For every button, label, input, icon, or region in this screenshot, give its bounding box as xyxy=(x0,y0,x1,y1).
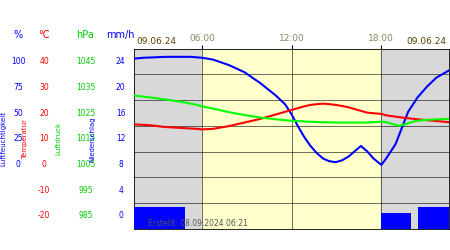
Text: 1035: 1035 xyxy=(76,83,95,92)
Bar xyxy=(382,49,449,229)
Text: 09.06.24: 09.06.24 xyxy=(136,37,176,46)
Text: 100: 100 xyxy=(11,57,25,66)
Text: hPa: hPa xyxy=(76,30,94,40)
Text: 25: 25 xyxy=(13,134,23,143)
Text: 16: 16 xyxy=(116,108,126,118)
Bar xyxy=(134,207,184,229)
Text: Temperatur: Temperatur xyxy=(22,119,28,159)
Text: 12: 12 xyxy=(116,134,126,143)
Text: 20: 20 xyxy=(116,83,126,92)
Text: 09.06.24: 09.06.24 xyxy=(407,37,447,46)
Text: 985: 985 xyxy=(78,212,93,220)
Text: 50: 50 xyxy=(13,108,23,118)
Text: 8: 8 xyxy=(118,160,123,169)
Text: mm/h: mm/h xyxy=(106,30,135,40)
Text: %: % xyxy=(14,30,22,40)
Text: Niederschlag: Niederschlag xyxy=(89,116,95,162)
Text: 0: 0 xyxy=(118,212,123,220)
Text: 1015: 1015 xyxy=(76,134,95,143)
Bar xyxy=(382,214,411,229)
Text: Luftfeuchtigkeit: Luftfeuchtigkeit xyxy=(0,111,7,166)
Text: 4: 4 xyxy=(118,186,123,195)
Text: 1025: 1025 xyxy=(76,108,95,118)
Text: 75: 75 xyxy=(13,83,23,92)
Text: 0: 0 xyxy=(16,160,20,169)
Bar xyxy=(202,49,382,229)
Text: °C: °C xyxy=(38,30,50,40)
Text: 40: 40 xyxy=(39,57,49,66)
Bar xyxy=(418,207,449,229)
Text: -10: -10 xyxy=(38,186,50,195)
Text: 24: 24 xyxy=(116,57,126,66)
Text: -20: -20 xyxy=(38,212,50,220)
Text: 10: 10 xyxy=(39,134,49,143)
Text: 30: 30 xyxy=(39,83,49,92)
Text: 20: 20 xyxy=(39,108,49,118)
Text: 0: 0 xyxy=(42,160,46,169)
Text: Luftdruck: Luftdruck xyxy=(55,122,62,155)
Text: 1005: 1005 xyxy=(76,160,95,169)
Text: 1045: 1045 xyxy=(76,57,95,66)
Text: Erstellt: 08.09.2024 06:21: Erstellt: 08.09.2024 06:21 xyxy=(148,218,248,228)
Text: 995: 995 xyxy=(78,186,93,195)
Bar xyxy=(134,49,202,229)
